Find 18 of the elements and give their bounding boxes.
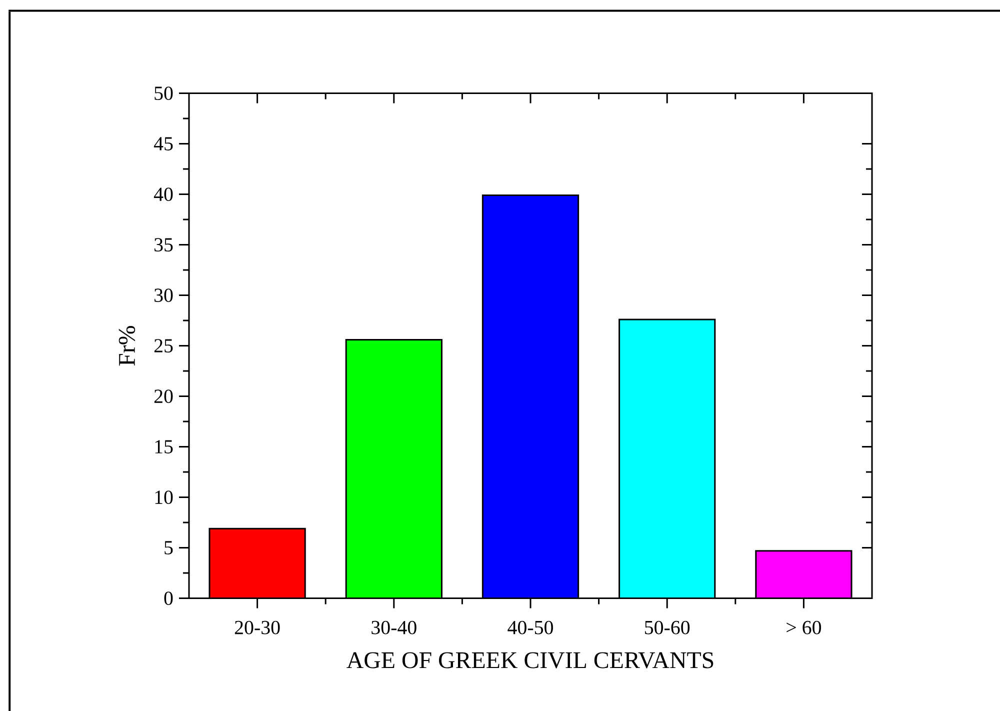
x-tick-label: 20-30 (234, 620, 280, 634)
y-tick-label: 15 (155, 440, 173, 454)
x-tick-label: 50-60 (645, 620, 690, 634)
y-tick-label: 20 (154, 390, 173, 404)
x-tick-label: 40-50 (508, 620, 553, 634)
y-tick-label: 50 (154, 86, 173, 100)
y-tick-label: 10 (155, 490, 173, 504)
y-tick-label: 30 (154, 288, 173, 302)
y-tick-label: 0 (164, 592, 173, 606)
y-axis-title: Fr% (118, 326, 136, 366)
x-axis-title: AGE OF GREEK CIVIL CERVANTS (346, 652, 714, 668)
y-tick-label: 35 (154, 238, 173, 252)
y-tick-label: 5 (164, 541, 173, 554)
y-tick-label: 40 (154, 188, 173, 202)
y-tick-label: 25 (154, 339, 173, 352)
x-tick-label: > 60 (786, 620, 822, 634)
y-tick-label: 45 (154, 137, 173, 150)
x-tick-label: 30-40 (372, 620, 416, 634)
